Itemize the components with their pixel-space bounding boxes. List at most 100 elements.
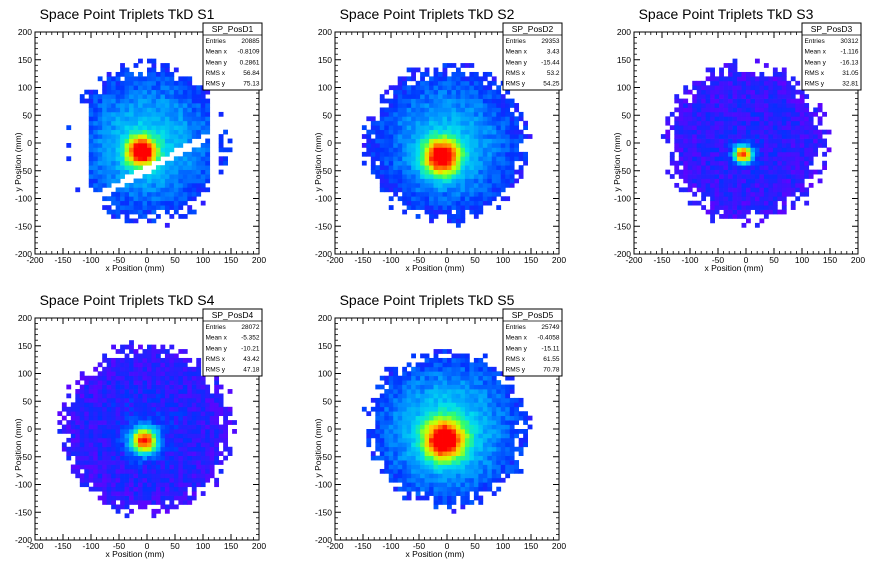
heatmap-cell xyxy=(487,94,493,99)
heatmap-cell xyxy=(496,129,502,135)
heatmap-cell xyxy=(79,402,85,408)
stats-row-label: RMS y xyxy=(805,81,825,88)
heatmap-cell xyxy=(164,349,170,354)
heatmap-cell xyxy=(93,429,99,434)
heatmap-cell xyxy=(777,143,783,148)
heatmap-cell xyxy=(505,196,511,202)
heatmap-cell xyxy=(129,147,134,153)
heatmap-cell xyxy=(424,187,430,193)
x-tick-label: -50 xyxy=(113,255,126,265)
heatmap-cell xyxy=(205,169,211,175)
y-axis-label: y Position (mm) xyxy=(313,132,323,191)
heatmap-cell xyxy=(763,165,769,170)
stats-row-label: Mean x xyxy=(206,49,228,56)
heatmap-cell xyxy=(129,94,134,99)
heatmap-cell xyxy=(406,98,412,104)
heatmap-cell xyxy=(379,178,385,184)
heatmap-cell xyxy=(429,214,434,219)
heatmap-cell xyxy=(768,209,774,215)
heatmap-cell xyxy=(384,411,390,417)
heatmap-cell xyxy=(763,89,769,95)
heatmap-cell xyxy=(388,460,394,465)
heatmap-cell xyxy=(397,129,403,135)
heatmap-cell xyxy=(102,80,108,86)
heatmap-cell xyxy=(384,134,390,139)
heatmap-cell xyxy=(93,411,99,417)
heatmap-cell xyxy=(732,191,738,197)
heatmap-cell xyxy=(106,380,112,385)
heatmap-cell xyxy=(75,446,81,452)
heatmap-cell xyxy=(397,174,403,179)
heatmap-cell xyxy=(178,187,184,193)
heatmap-cell xyxy=(741,103,747,108)
heatmap-cell xyxy=(402,375,408,381)
heatmap-cell xyxy=(719,156,724,162)
heatmap-cell xyxy=(438,477,443,483)
heatmap-cell xyxy=(754,187,760,193)
heatmap-cell xyxy=(469,76,475,82)
heatmap-cell xyxy=(705,129,711,135)
heatmap-cell xyxy=(111,406,116,412)
heatmap-cell xyxy=(169,196,175,202)
heatmap-cell xyxy=(196,178,202,184)
heatmap-cell xyxy=(482,120,488,126)
heatmap-cell xyxy=(781,200,787,206)
heatmap-cell xyxy=(196,116,202,122)
heatmap-cell xyxy=(111,134,116,139)
heatmap-cell xyxy=(741,94,747,99)
heatmap-cell xyxy=(406,200,412,206)
heatmap-cell xyxy=(120,160,125,166)
heatmap-cell xyxy=(155,442,161,448)
heatmap-cell xyxy=(478,120,484,126)
heatmap-cell xyxy=(111,460,116,465)
heatmap-cell xyxy=(200,200,206,206)
heatmap-cell xyxy=(406,174,412,179)
heatmap-cell xyxy=(205,455,211,461)
heatmap-cell xyxy=(178,384,184,390)
heatmap-cell xyxy=(438,362,443,368)
heatmap-cell xyxy=(496,160,502,166)
heatmap-cell xyxy=(133,486,139,492)
heatmap-cell xyxy=(384,433,390,439)
heatmap-cell xyxy=(781,209,787,215)
heatmap-cell xyxy=(142,393,148,399)
heatmap-cell xyxy=(817,103,823,108)
heatmap-cell xyxy=(97,94,103,99)
heatmap-cell xyxy=(433,353,439,359)
heatmap-cell xyxy=(705,147,711,153)
heatmap-cell xyxy=(133,420,139,425)
heatmap-cell xyxy=(88,415,94,421)
heatmap-cell xyxy=(196,169,202,175)
heatmap-cell xyxy=(142,495,148,501)
heatmap-cell xyxy=(719,107,724,113)
heatmap-cell xyxy=(768,200,774,206)
heatmap-cell xyxy=(411,402,416,408)
heatmap-cell xyxy=(66,446,72,452)
heatmap-cell xyxy=(781,125,787,131)
heatmap-cell xyxy=(115,411,121,417)
heatmap-cell xyxy=(411,420,416,425)
stats-row-label: RMS x xyxy=(805,70,825,77)
heatmap-cell xyxy=(151,362,157,368)
heatmap-cell xyxy=(518,165,524,170)
heatmap-cell xyxy=(705,67,711,73)
heatmap-cell xyxy=(93,160,99,166)
heatmap-cell xyxy=(124,402,130,408)
heatmap-cell xyxy=(460,200,466,206)
heatmap-cell xyxy=(138,71,143,77)
heatmap-cell xyxy=(155,107,161,113)
heatmap-cell xyxy=(182,389,188,394)
heatmap-cell xyxy=(402,451,408,456)
heatmap-cell xyxy=(120,437,125,443)
heatmap-cell xyxy=(129,120,134,126)
heatmap-cell xyxy=(482,143,488,148)
heatmap-cell xyxy=(84,406,90,412)
heatmap-cell xyxy=(205,151,211,157)
heatmap-cell xyxy=(804,103,810,108)
heatmap-cell xyxy=(500,116,506,122)
heatmap-cell xyxy=(732,156,738,162)
heatmap-cell xyxy=(438,491,443,496)
heatmap-cell xyxy=(106,446,112,452)
heatmap-cell xyxy=(115,468,121,474)
heatmap-cell xyxy=(464,116,470,122)
